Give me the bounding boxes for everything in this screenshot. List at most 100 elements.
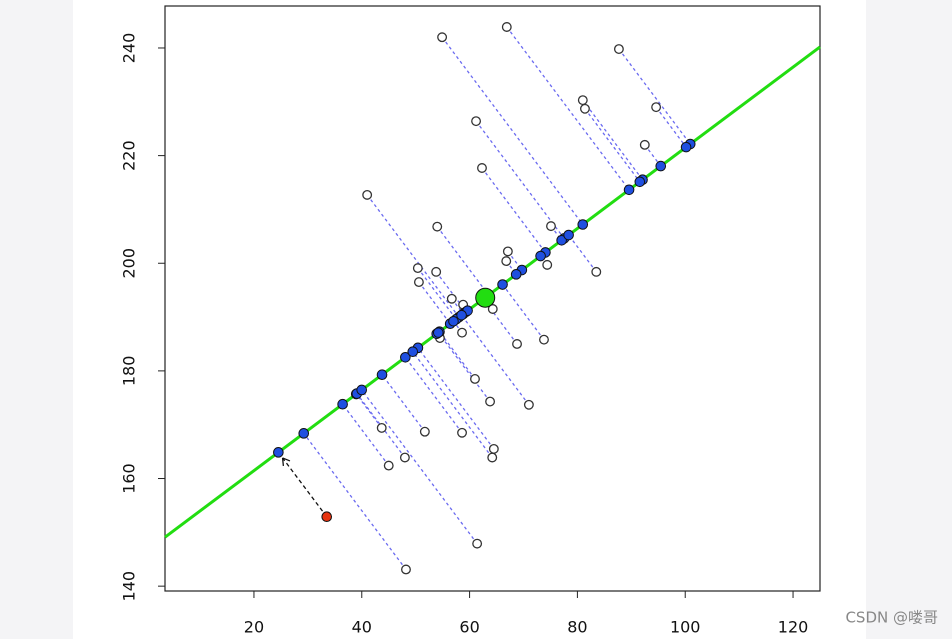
projection-line — [618, 48, 691, 145]
x-tick-label: 40 — [352, 618, 372, 637]
x-tick-label: 60 — [459, 618, 479, 637]
x-tick-label: 20 — [244, 618, 264, 637]
point — [488, 443, 499, 454]
projection-line — [404, 356, 463, 434]
projection-line — [655, 106, 687, 148]
y-tick-label: 240 — [120, 33, 139, 64]
point — [470, 374, 480, 384]
projected-point — [655, 160, 667, 172]
x-tick-label: 80 — [567, 618, 587, 637]
projected-point — [535, 250, 546, 262]
projection-line — [381, 374, 426, 433]
projection-line — [366, 194, 460, 318]
projection-line — [568, 234, 597, 273]
point — [546, 221, 556, 232]
point — [376, 422, 387, 433]
projection-line — [441, 36, 584, 225]
point — [471, 116, 482, 127]
projected-point — [623, 184, 635, 196]
projection-line — [582, 99, 644, 181]
projection-line — [417, 267, 457, 320]
point — [399, 452, 410, 463]
projection-arrow — [282, 457, 328, 518]
projected-point — [497, 279, 508, 290]
point — [502, 246, 513, 257]
projection-line — [435, 271, 467, 313]
plot-frame — [164, 5, 821, 592]
point — [591, 266, 602, 277]
point — [437, 32, 448, 43]
y-tick-label: 140 — [120, 571, 139, 602]
point — [487, 452, 498, 463]
point — [472, 538, 483, 549]
point — [651, 102, 662, 113]
point — [412, 263, 423, 274]
point — [577, 95, 588, 106]
watermark: CSDN @喽哥 — [845, 609, 938, 627]
projection-line — [361, 389, 478, 545]
point — [639, 139, 650, 150]
center-point — [475, 287, 496, 308]
y-tick-label: 180 — [120, 356, 139, 387]
projection-line — [644, 144, 662, 167]
projected-point — [680, 141, 692, 153]
point — [401, 564, 411, 575]
point — [542, 259, 553, 270]
x-tick-label: 120 — [778, 618, 809, 637]
projected-point — [563, 229, 574, 241]
projection-line — [506, 26, 630, 191]
point — [501, 256, 512, 267]
projection-line — [584, 108, 641, 183]
point — [580, 103, 590, 114]
point — [477, 163, 487, 173]
projection-line — [342, 403, 390, 466]
projection-line — [355, 393, 383, 429]
projected-point — [400, 351, 411, 363]
point — [383, 460, 394, 471]
arrow-head — [281, 457, 291, 466]
projection-line — [481, 167, 546, 253]
projection-line — [418, 281, 451, 325]
projection-line — [356, 393, 406, 458]
projected-point — [407, 346, 419, 358]
point — [419, 426, 430, 437]
projection-line — [475, 120, 565, 239]
y-tick-label: 200 — [120, 248, 139, 279]
point — [432, 221, 443, 232]
projected-point — [356, 384, 368, 396]
projection-line — [303, 432, 407, 570]
point — [512, 339, 522, 349]
projection-line — [438, 331, 476, 380]
x-tick-label: 100 — [670, 618, 701, 637]
projection-line — [436, 226, 490, 296]
highlight-point — [321, 511, 333, 523]
point — [431, 266, 442, 277]
point — [485, 396, 496, 407]
point — [457, 427, 467, 438]
point — [523, 399, 534, 410]
highlight-projection — [273, 447, 284, 458]
point — [487, 304, 498, 314]
projection-line — [502, 284, 545, 341]
point — [446, 293, 457, 304]
point — [413, 277, 424, 288]
projected-point — [634, 176, 646, 188]
point — [362, 189, 373, 200]
point — [613, 44, 624, 55]
projected-point — [337, 398, 348, 410]
projected-point — [456, 309, 467, 321]
projected-point — [510, 269, 522, 280]
projected-point — [298, 428, 310, 439]
projected-point — [448, 315, 459, 327]
point — [457, 327, 467, 338]
projected-point — [577, 219, 589, 230]
y-tick-label: 220 — [120, 140, 139, 171]
point — [501, 22, 512, 32]
projected-point — [432, 327, 444, 338]
projected-point — [376, 369, 388, 381]
projection-line — [437, 332, 491, 402]
point — [539, 334, 549, 345]
projection-line — [461, 314, 530, 406]
